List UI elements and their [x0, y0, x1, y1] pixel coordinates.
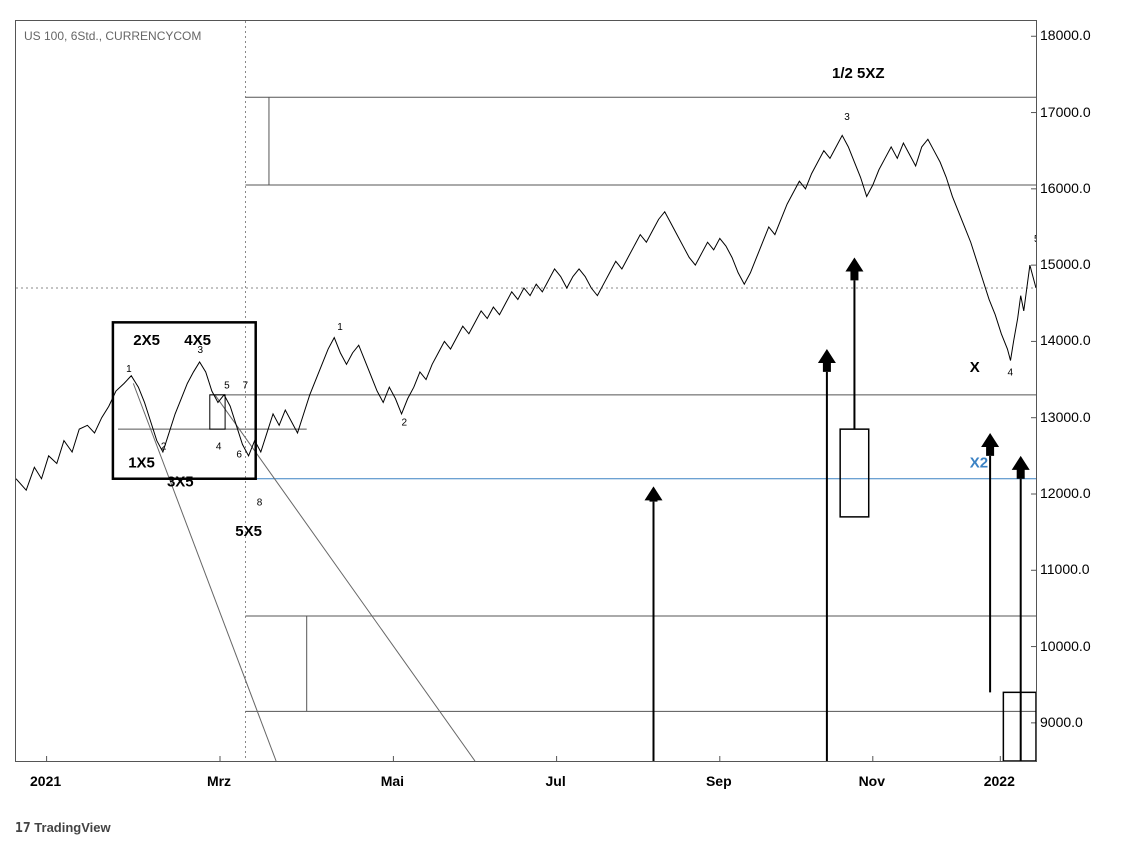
svg-text:X: X: [970, 359, 980, 376]
svg-text:4: 4: [1007, 368, 1013, 379]
y-axis: 9000.0 10000.0 11000.0 12000.0 13000.0 14000.…: [1040, 20, 1130, 760]
y-tick-label: 9000.0: [1040, 714, 1083, 730]
chart-svg: 2X54X51X53X55X51/2 5XZXX21234567812345: [16, 21, 1036, 761]
y-tick-label: 14000.0: [1040, 332, 1091, 348]
x-tick-label: Jul: [545, 773, 565, 789]
svg-text:3: 3: [844, 112, 850, 123]
svg-text:1/2 5XZ: 1/2 5XZ: [832, 65, 885, 82]
svg-text:1: 1: [337, 322, 343, 333]
svg-text:5X5: 5X5: [235, 523, 262, 540]
svg-text:7: 7: [242, 381, 248, 392]
svg-text:2: 2: [161, 442, 167, 453]
svg-text:1: 1: [126, 364, 132, 375]
y-tick-label: 11000.0: [1040, 561, 1090, 577]
x-tick-label: Mrz: [207, 773, 231, 789]
y-tick-label: 15000.0: [1040, 256, 1091, 272]
x-tick-label: Sep: [706, 773, 732, 789]
svg-text:4: 4: [216, 442, 222, 453]
y-tick-label: 12000.0: [1040, 485, 1091, 501]
svg-text:3: 3: [198, 345, 204, 356]
svg-text:5: 5: [224, 381, 230, 392]
tradingview-logo: 17 TradingView: [15, 820, 111, 836]
svg-text:5: 5: [1034, 234, 1036, 245]
y-tick-label: 13000.0: [1040, 409, 1091, 425]
chart-container: US 100, 6Std., CURRENCYCOM 2X5 4 X 5 1X5 3X5 5…: [0, 0, 1140, 855]
x-tick-label: 2021: [30, 773, 61, 789]
y-tick-label: 18000.0: [1040, 27, 1091, 43]
svg-text:1X5: 1X5: [128, 454, 155, 471]
x-tick-label: 2022: [984, 773, 1015, 789]
svg-text:2X5: 2X5: [133, 332, 160, 349]
svg-text:8: 8: [257, 497, 263, 508]
plot-area: US 100, 6Std., CURRENCYCOM 2X5 4 X 5 1X5 3X5 5…: [15, 20, 1037, 762]
x-tick-label: Nov: [859, 773, 885, 789]
x-tick-label: Mai: [381, 773, 404, 789]
y-tick-label: 16000.0: [1040, 180, 1091, 196]
y-tick-label: 10000.0: [1040, 638, 1091, 654]
svg-text:2: 2: [402, 417, 408, 428]
svg-text:X2: X2: [970, 454, 988, 471]
svg-text:6: 6: [236, 449, 242, 460]
x-axis: 2021 Mrz Mai Jul Sep Nov 2022: [15, 765, 1035, 795]
svg-text:3X5: 3X5: [167, 473, 194, 490]
chart-title: US 100, 6Std., CURRENCYCOM: [24, 29, 201, 43]
y-tick-label: 17000.0: [1040, 104, 1091, 120]
